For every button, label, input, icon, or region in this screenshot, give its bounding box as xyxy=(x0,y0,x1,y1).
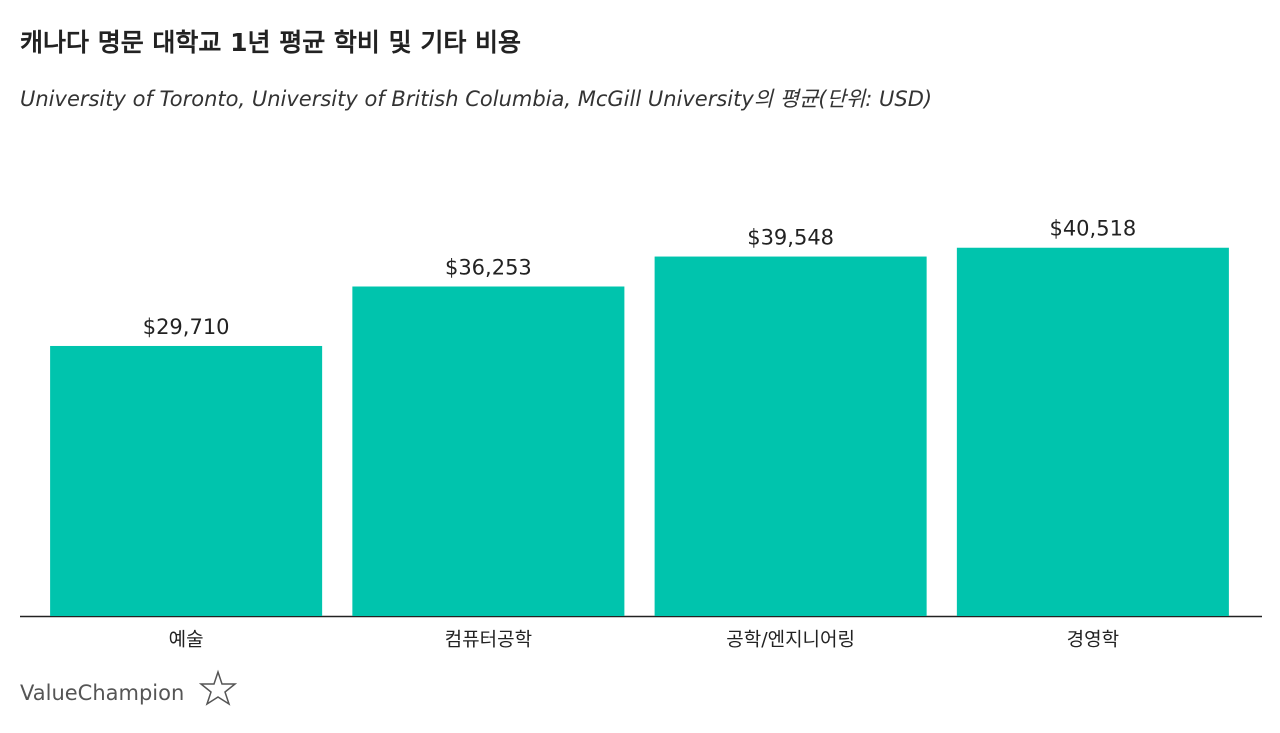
value-label: $36,253 xyxy=(445,256,532,280)
value-label: $39,548 xyxy=(747,226,834,250)
bar xyxy=(654,256,927,616)
chart-subtitle: University of Toronto, University of Bri… xyxy=(20,87,932,111)
x-tick-label: 경영학 xyxy=(1067,629,1119,651)
x-tick-label: 컴퓨터공학 xyxy=(445,629,532,651)
chart-title: 캐나다 명문 대학교 1년 평균 학비 및 기타 비용 xyxy=(20,28,521,57)
bar xyxy=(50,345,323,616)
bar xyxy=(956,247,1229,617)
bar xyxy=(352,286,625,616)
value-label: $40,518 xyxy=(1049,217,1136,241)
x-tick-label: 예술 xyxy=(169,629,204,651)
logo-star xyxy=(198,669,238,706)
value-label: $29,710 xyxy=(143,315,230,339)
x-tick-label: 공학/엔지니어링 xyxy=(726,629,855,651)
logo: ValueChampion xyxy=(20,681,184,705)
